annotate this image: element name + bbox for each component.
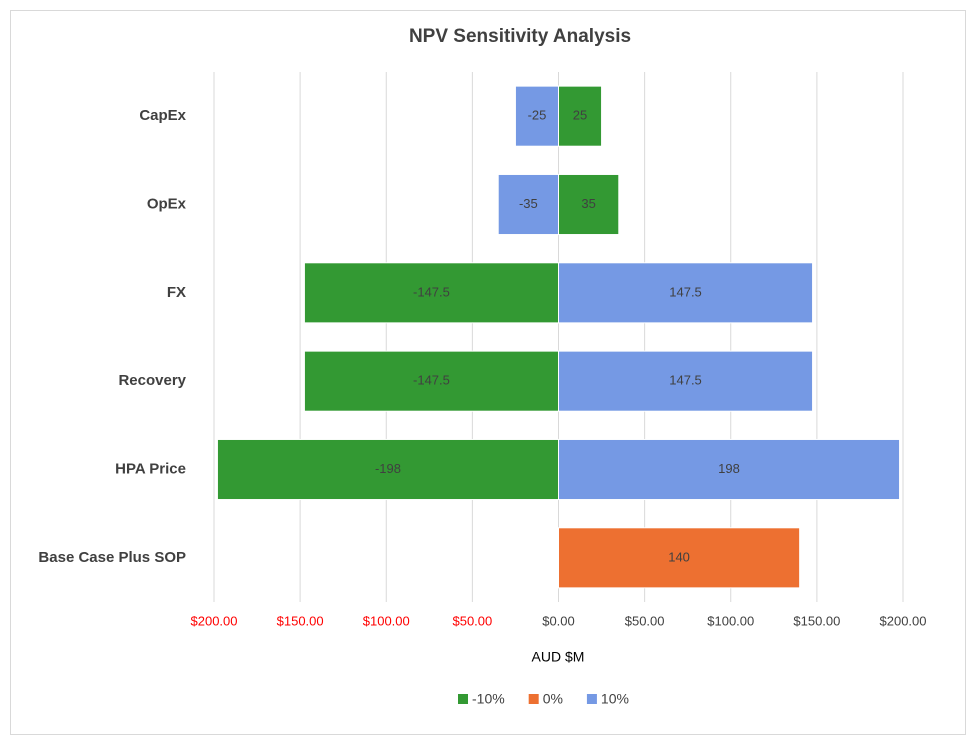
bar — [303, 350, 559, 412]
x-axis-title: AUD $M — [532, 649, 585, 665]
legend-label: -10% — [472, 691, 505, 707]
legend-label: 0% — [543, 691, 563, 707]
data-label: 198 — [718, 461, 740, 476]
bar — [514, 85, 559, 147]
x-tick-label: $200.00 — [880, 613, 927, 628]
bar — [558, 262, 814, 324]
bar — [558, 350, 814, 412]
x-tick-label: $200.00 — [191, 613, 238, 628]
bar — [558, 438, 901, 501]
data-label: -147.5 — [413, 284, 450, 299]
data-label: -198 — [375, 461, 401, 476]
data-label: -35 — [519, 196, 538, 211]
data-label: 25 — [573, 108, 587, 123]
x-tick-label: $100.00 — [707, 613, 754, 628]
x-tick-label: $100.00 — [363, 613, 410, 628]
legend-swatch — [528, 694, 539, 704]
data-label: 147.5 — [669, 373, 702, 388]
bar — [497, 173, 559, 236]
x-tick-label: $50.00 — [452, 613, 492, 628]
y-tick-label: Base Case Plus SOP — [38, 549, 186, 566]
data-label: 147.5 — [669, 284, 702, 299]
x-tick-label: $150.00 — [277, 613, 324, 628]
x-tick-label: $0.00 — [542, 613, 575, 628]
data-label: -25 — [528, 108, 547, 123]
data-label: -147.5 — [413, 373, 450, 388]
y-tick-label: OpEx — [147, 195, 187, 212]
bar — [558, 173, 620, 236]
y-tick-label: HPA Price — [115, 460, 186, 477]
data-label: 140 — [668, 549, 690, 564]
legend-swatch — [458, 694, 468, 704]
data-label: 35 — [581, 196, 595, 211]
y-tick-label: FX — [167, 284, 186, 301]
y-tick-label: CapEx — [139, 107, 186, 124]
x-tick-label: $50.00 — [625, 613, 665, 628]
chart-title: NPV Sensitivity Analysis — [409, 26, 631, 47]
bar — [216, 438, 559, 501]
legend-swatch — [586, 694, 597, 704]
bar — [558, 527, 801, 589]
x-tick-label: $150.00 — [793, 613, 840, 628]
y-tick-label: Recovery — [118, 372, 186, 389]
bar — [303, 262, 559, 324]
legend-label: 10% — [601, 691, 629, 707]
